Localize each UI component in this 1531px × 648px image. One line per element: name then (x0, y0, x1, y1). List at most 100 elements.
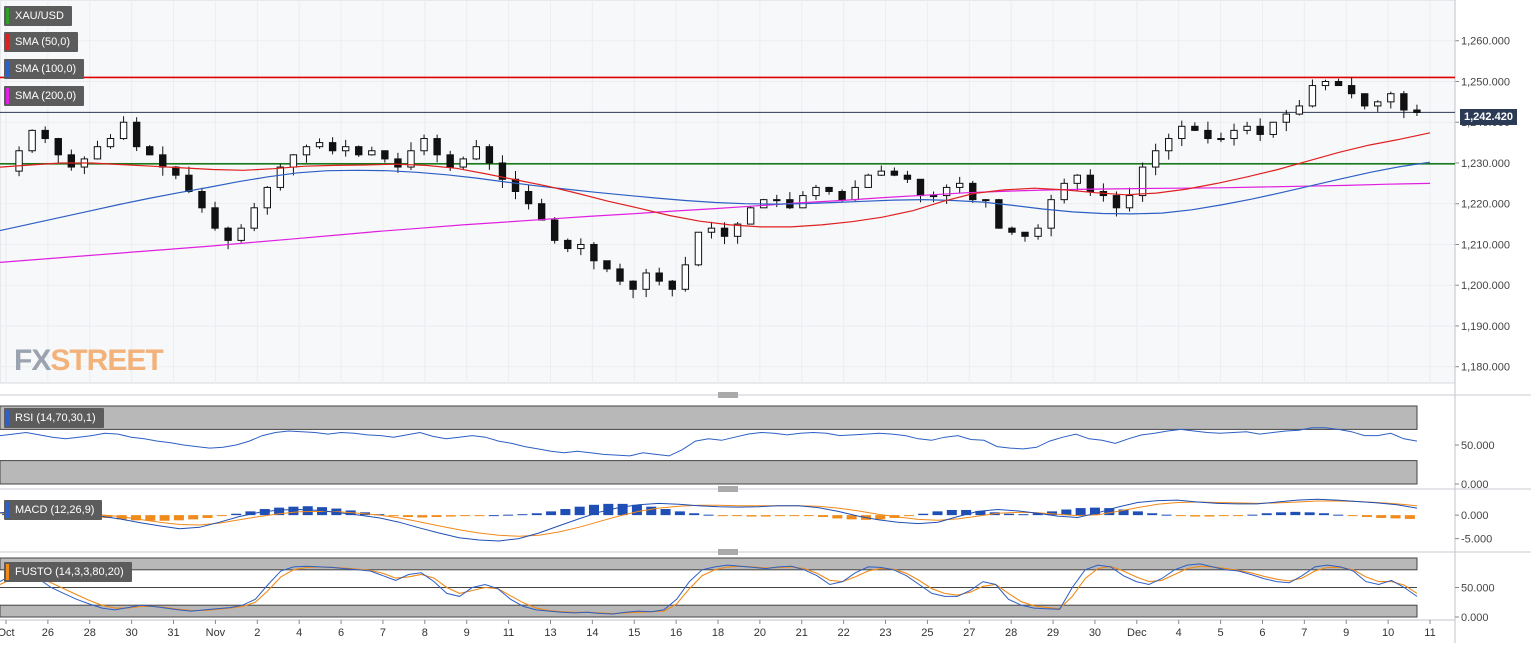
x-tick-label: 30 (126, 627, 138, 639)
candle-body (485, 146, 494, 164)
legend-sma100[interactable]: SMA (100,0) (4, 59, 85, 79)
macd-histogram-bar (431, 515, 442, 518)
x-tick-label: 30 (1089, 627, 1101, 639)
candle-body (577, 243, 585, 250)
macd-histogram-bar (1147, 513, 1158, 516)
macd-histogram-bar (1047, 511, 1058, 516)
candle-body (969, 182, 977, 201)
candle-body (224, 227, 232, 241)
watermark-street: STREET (50, 344, 163, 377)
candle-body (864, 174, 872, 188)
candle-body (1073, 174, 1081, 184)
candle-body (289, 154, 298, 168)
legend-macd[interactable]: MACD (12,26,9) (4, 500, 103, 520)
macd-histogram-bar (760, 515, 771, 517)
candle-body (733, 223, 742, 237)
candle-body (1282, 113, 1290, 123)
candle-body (890, 170, 899, 176)
candle-body (720, 227, 729, 237)
candle-body (41, 129, 49, 140)
macd-histogram-bar (1132, 511, 1143, 516)
x-tick-label: 28 (1005, 627, 1017, 639)
x-tick-label: 6 (338, 627, 344, 639)
x-tick-label: 11 (1424, 627, 1435, 639)
macd-histogram-bar (1018, 514, 1029, 516)
macd-histogram-bar (245, 511, 256, 516)
macd-histogram-bar (975, 510, 986, 516)
candle-body (1008, 227, 1016, 233)
candle-body (877, 170, 886, 176)
macd-histogram-bar (1118, 509, 1129, 516)
candle-body (668, 280, 676, 290)
x-tick-label: 4 (296, 627, 302, 639)
legend-sma50[interactable]: SMA (50,0) (4, 32, 79, 52)
macd-histogram-bar (932, 511, 943, 516)
macd-histogram-bar (1061, 509, 1072, 516)
candle-body (1204, 129, 1212, 140)
candle-body (511, 178, 520, 192)
rsi-y-tick-label: 0.000 (1461, 479, 1489, 491)
legend-rsi-label: RSI (14,70,30,1) (15, 412, 96, 424)
x-tick-label: 27 (963, 627, 975, 639)
legend-macd-label: MACD (12,26,9) (15, 504, 95, 516)
y-tick-label: 1,220.000 (1461, 199, 1510, 211)
macd-histogram-bar (1089, 507, 1100, 516)
macd-histogram-bar (474, 515, 485, 517)
fusto-k-line (0, 563, 1418, 615)
macd-histogram-bar (517, 514, 528, 516)
legend-fusto[interactable]: FUSTO (14,3,3,80,20) (4, 562, 132, 582)
y-tick-label: 1,260.000 (1461, 36, 1510, 48)
candle-body (1191, 125, 1199, 131)
legend-sma200[interactable]: SMA (200,0) (4, 86, 85, 106)
y-tick-label: 1,200.000 (1461, 280, 1510, 292)
candle-body (1151, 150, 1160, 168)
fusto-overbought-zone (0, 557, 1418, 571)
y-tick-label: 1,180.000 (1461, 362, 1510, 374)
macd-histogram-bar (789, 515, 800, 517)
candle-body (1360, 93, 1369, 107)
candle-body (459, 158, 467, 168)
x-tick-label: 26 (42, 627, 54, 639)
x-tick-label: 25 (921, 627, 933, 639)
candle-body (1021, 231, 1029, 237)
fusto-y-tick-label: 50.000 (1461, 583, 1495, 595)
candle-body (315, 142, 324, 148)
macd-histogram-bar (746, 515, 757, 517)
x-tick-label: 10 (1382, 627, 1394, 639)
x-tick-label: Nov (206, 627, 226, 639)
candle-body (773, 199, 781, 202)
candle-body (1165, 138, 1173, 152)
macd-histogram-bar (460, 515, 471, 517)
x-tick-label: 15 (628, 627, 640, 639)
rsi-overbought-zone (0, 405, 1418, 430)
sma50-line (0, 132, 1431, 228)
legend-rsi[interactable]: RSI (14,70,30,1) (4, 408, 104, 428)
rsi-oversold-zone (0, 460, 1418, 485)
macd-histogram-bar (202, 515, 213, 518)
candle-body (433, 138, 441, 156)
candle-body (1308, 85, 1317, 107)
x-tick-label: 20 (754, 627, 766, 639)
macd-histogram-bar (1361, 515, 1372, 518)
candle-body (1347, 85, 1356, 95)
x-tick-label: 8 (422, 627, 428, 639)
macd-histogram-bar (560, 509, 571, 516)
macd-line (0, 498, 1418, 542)
candle-body (1400, 93, 1408, 111)
legend-xauusd[interactable]: XAU/USD (4, 6, 72, 26)
macd-histogram-bar (102, 515, 113, 518)
macd-histogram-bar (846, 515, 857, 520)
candle-body (1387, 93, 1395, 103)
axis-bg (1455, 0, 1531, 643)
candle-body (1217, 138, 1225, 141)
legend-sma100-label: SMA (100,0) (15, 63, 77, 75)
candle-body (838, 191, 846, 201)
macd-histogram-bar (1175, 515, 1186, 517)
candle-body (368, 150, 376, 156)
candle-body (590, 243, 598, 262)
macd-histogram-bar (588, 504, 600, 516)
x-tick-label: 31 (167, 627, 179, 639)
candle-body (955, 182, 964, 188)
x-tick-label: 11 (503, 627, 514, 639)
x-tick-label: 22 (838, 627, 850, 639)
